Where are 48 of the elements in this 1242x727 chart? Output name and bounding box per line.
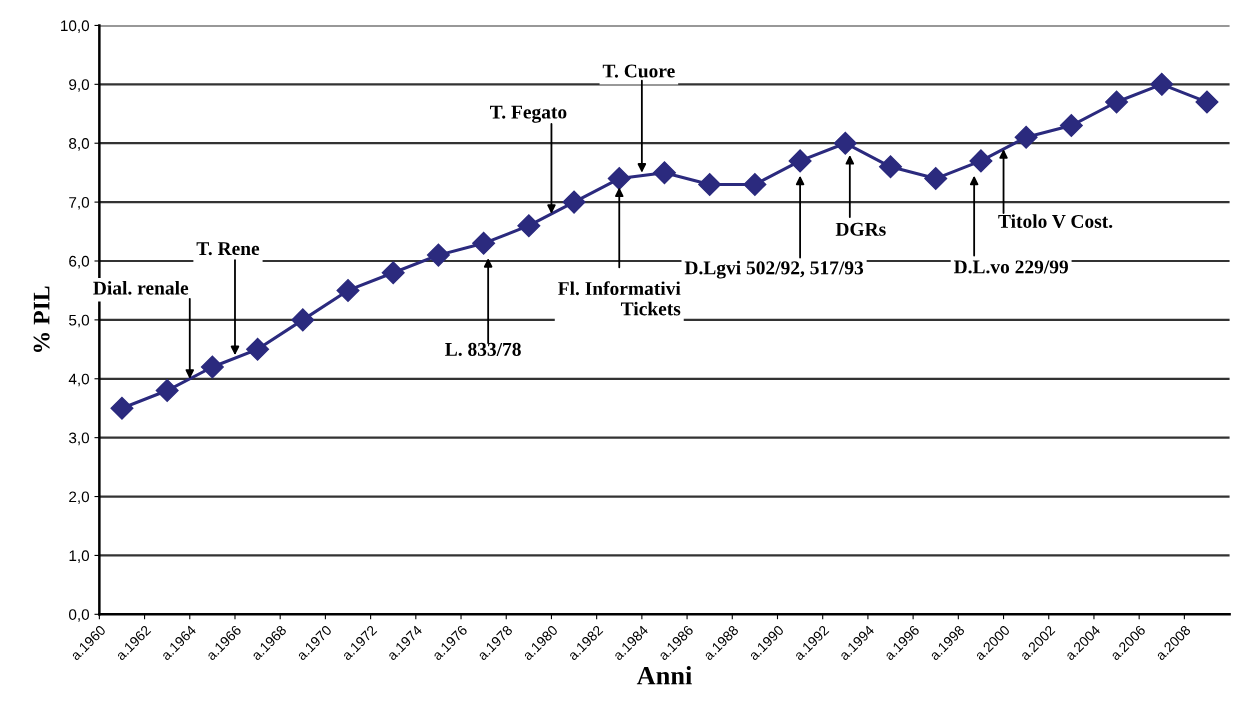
y-tick-label: 3,0	[68, 432, 90, 446]
point	[1195, 90, 1219, 114]
point	[1014, 125, 1038, 149]
annotation: D.L.vo 229/99	[953, 260, 1068, 274]
point	[743, 172, 767, 196]
point	[155, 379, 179, 403]
y-axis-title: % PIL	[33, 286, 50, 352]
point	[381, 261, 405, 285]
point	[924, 167, 948, 191]
point	[969, 149, 993, 173]
point	[788, 149, 812, 173]
point	[1150, 72, 1174, 96]
annotation: L. 833/78	[445, 342, 521, 356]
annotation: D.Lgvi 502/92, 517/93	[684, 260, 864, 279]
y-tick-label: 5,0	[69, 314, 90, 328]
annotation: T. Rene	[196, 242, 260, 256]
point	[517, 214, 541, 238]
y-tick-label: 7,0	[69, 196, 90, 210]
point	[833, 131, 857, 155]
annotation: T. Fegato	[490, 105, 567, 123]
y-tick-label: 8,0	[69, 138, 90, 151]
point	[200, 355, 224, 379]
point	[291, 308, 315, 332]
annotation: Dial. renale	[93, 280, 189, 295]
point	[607, 167, 631, 191]
point	[426, 243, 450, 267]
point	[1059, 114, 1083, 138]
point	[110, 396, 134, 420]
point	[472, 231, 496, 255]
x-axis-title: Anni	[636, 666, 692, 685]
y-tick-label: 4,0	[68, 373, 90, 387]
point	[879, 155, 903, 179]
y-tick-label: 9,0	[69, 79, 90, 92]
y-tick-label: 1,0	[69, 550, 90, 563]
y-tick-label: 10,0	[61, 20, 90, 33]
point	[1105, 90, 1129, 114]
y-tick-label: 2,0	[69, 491, 90, 505]
y-tick-label: 6,0	[69, 255, 90, 269]
point	[652, 161, 676, 185]
annotation: Titolo V Cost.	[998, 214, 1113, 229]
y-tick-label: 0,0	[69, 609, 90, 622]
point	[246, 337, 270, 361]
point	[562, 190, 586, 214]
annotation: Fl. Informativi Tickets	[558, 281, 681, 316]
point	[698, 172, 722, 196]
annotation: DGRs	[835, 222, 886, 236]
annotation: T. Cuore	[602, 64, 675, 78]
point	[336, 278, 360, 302]
